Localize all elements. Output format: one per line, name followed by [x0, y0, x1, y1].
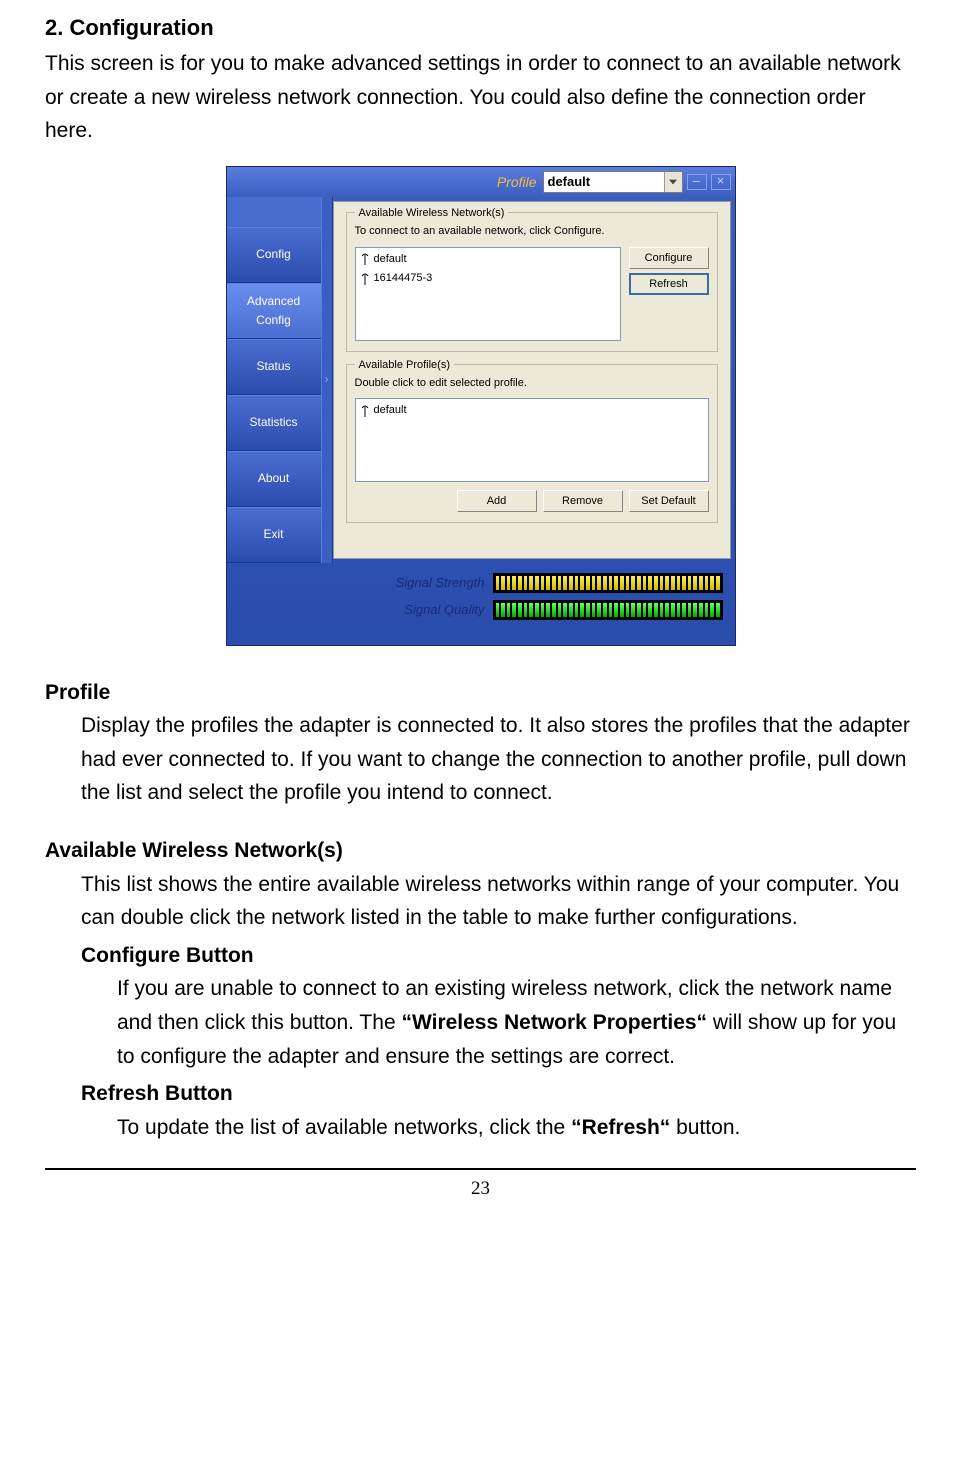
sidebar-expander[interactable]: › — [321, 197, 333, 563]
sidebar: Config Advanced Config Status Statistics… — [227, 197, 321, 563]
refresh-button-heading: Refresh Button — [81, 1077, 916, 1111]
text-bold: “Wireless Network Properties“ — [401, 1011, 707, 1034]
signal-quality-label: Signal Quality — [404, 600, 484, 621]
intro-paragraph: This screen is for you to make advanced … — [45, 47, 916, 148]
text-bold: “Refresh“ — [571, 1116, 670, 1139]
network-item-label: default — [374, 251, 407, 269]
available-networks-paragraph: This list shows the entire available wir… — [81, 868, 916, 935]
screenshot-container: Profile default – × Config Advanced Conf… — [45, 166, 916, 646]
profiles-hint: Double click to edit selected profile. — [355, 375, 709, 393]
sidebar-tab-config[interactable]: Config — [227, 227, 321, 283]
signal-quality-bar — [493, 600, 723, 620]
antenna-icon — [360, 273, 370, 285]
signal-strength-label: Signal Strength — [396, 573, 485, 594]
signal-strength-bar — [493, 573, 723, 593]
text-run: button. — [670, 1116, 740, 1139]
profiles-groupbox: Available Profile(s) Double click to edi… — [346, 364, 718, 524]
minimize-button[interactable]: – — [687, 174, 707, 190]
configure-button-heading: Configure Button — [81, 939, 916, 973]
networks-group-title: Available Wireless Network(s) — [355, 205, 509, 223]
sidebar-tab-status[interactable]: Status — [227, 339, 321, 395]
signal-area: Signal Strength Signal Quality — [227, 563, 735, 645]
text-run: To update the list of available networks… — [117, 1116, 571, 1139]
profiles-group-title: Available Profile(s) — [355, 357, 455, 375]
sidebar-tab-exit[interactable]: Exit — [227, 507, 321, 563]
network-item-label: 16144475-3 — [374, 270, 433, 288]
antenna-icon — [360, 253, 370, 265]
profile-item[interactable]: default — [358, 401, 706, 421]
section-heading: 2. Configuration — [45, 10, 916, 45]
networks-hint: To connect to an available network, clic… — [355, 223, 709, 241]
refresh-button[interactable]: Refresh — [629, 273, 709, 295]
remove-button[interactable]: Remove — [543, 490, 623, 512]
add-button[interactable]: Add — [457, 490, 537, 512]
sidebar-tab-statistics[interactable]: Statistics — [227, 395, 321, 451]
profile-heading: Profile — [45, 676, 916, 710]
chevron-down-icon — [664, 172, 682, 192]
network-item[interactable]: default — [358, 250, 618, 270]
configure-button[interactable]: Configure — [629, 247, 709, 269]
configure-button-paragraph: If you are unable to connect to an exist… — [117, 972, 916, 1073]
titlebar-title: Profile — [497, 171, 537, 193]
profiles-listbox[interactable]: default — [355, 398, 709, 482]
page-number: 23 — [45, 1168, 916, 1204]
profile-paragraph: Display the profiles the adapter is conn… — [81, 709, 916, 810]
close-button[interactable]: × — [711, 174, 731, 190]
sidebar-tab-about[interactable]: About — [227, 451, 321, 507]
available-networks-heading: Available Wireless Network(s) — [45, 834, 916, 868]
app-body: Config Advanced Config Status Statistics… — [227, 197, 735, 563]
profile-dropdown[interactable]: default — [543, 171, 683, 193]
profile-dropdown-value: default — [548, 172, 591, 193]
profile-item-label: default — [374, 402, 407, 420]
networks-listbox[interactable]: default 16144475-3 — [355, 247, 621, 341]
set-default-button[interactable]: Set Default — [629, 490, 709, 512]
titlebar: Profile default – × — [227, 167, 735, 197]
sidebar-tab-advanced-config[interactable]: Advanced Config — [227, 283, 321, 339]
network-item[interactable]: 16144475-3 — [358, 269, 618, 289]
main-panel: Available Wireless Network(s) To connect… — [333, 201, 731, 559]
networks-groupbox: Available Wireless Network(s) To connect… — [346, 212, 718, 352]
app-window: Profile default – × Config Advanced Conf… — [226, 166, 736, 646]
antenna-icon — [360, 405, 370, 417]
refresh-button-paragraph: To update the list of available networks… — [117, 1111, 916, 1145]
